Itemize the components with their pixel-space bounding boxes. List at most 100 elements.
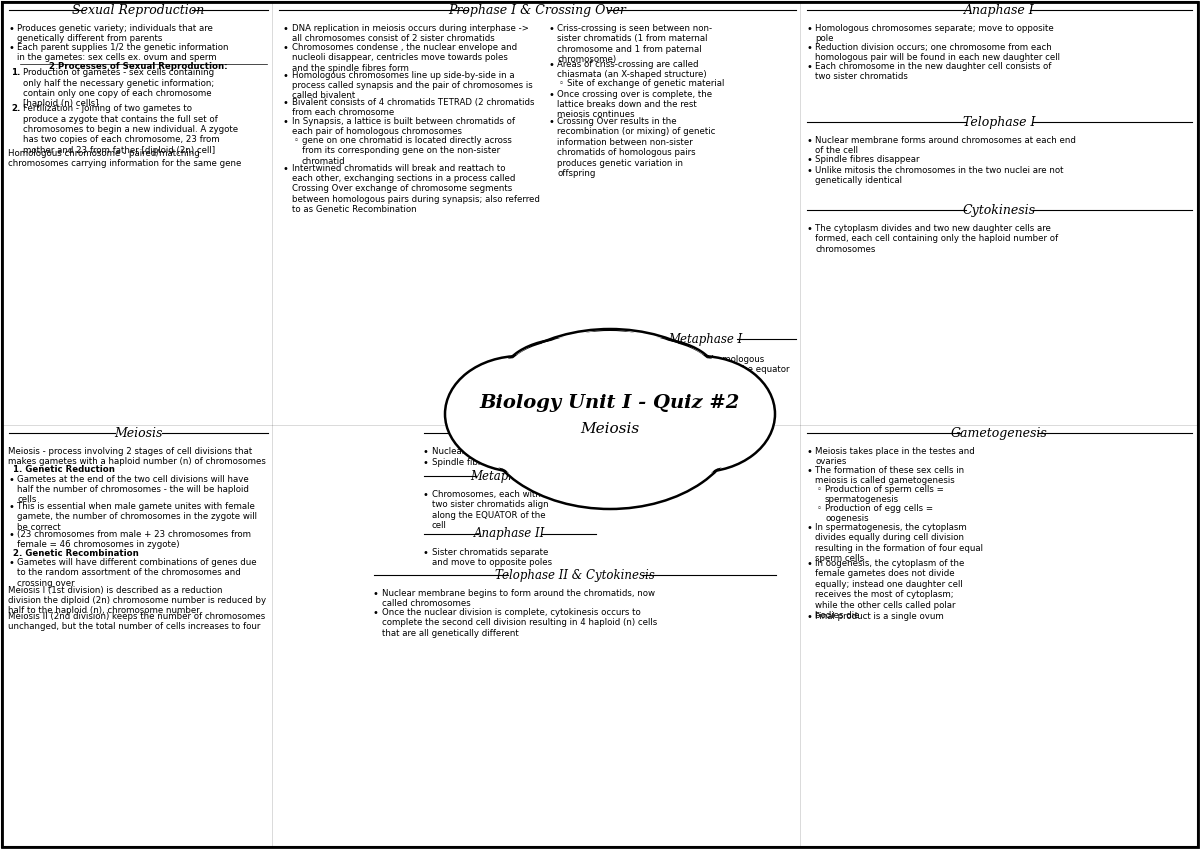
Text: •: • xyxy=(613,355,619,365)
Text: •: • xyxy=(548,24,554,34)
Text: Anaphase I: Anaphase I xyxy=(964,3,1034,16)
Text: Tetrads (made up of homologous
chromosomes) align along the equator
of the cell: Tetrads (made up of homologous chromosom… xyxy=(622,355,790,385)
Text: Reduction division occurs; one chromosome from each
homologous pair will be foun: Reduction division occurs; one chromosom… xyxy=(815,43,1060,62)
Text: •: • xyxy=(806,155,812,165)
Ellipse shape xyxy=(502,341,628,421)
Text: The cytoplasm divides and two new daughter cells are
formed, each cell containin: The cytoplasm divides and two new daught… xyxy=(815,224,1058,254)
Text: Prophase I & Crossing Over: Prophase I & Crossing Over xyxy=(449,3,626,16)
Text: Meiosis I (1st division) is described as a reduction
division the diploid (2n) c: Meiosis I (1st division) is described as… xyxy=(8,586,266,616)
Text: This is essential when male gamete unites with female
gamete, the number of chro: This is essential when male gamete unite… xyxy=(17,502,257,531)
Text: gene on one chromatid is located directly across
from its corresponding gene on : gene on one chromatid is located directl… xyxy=(302,136,512,166)
Text: •: • xyxy=(548,117,554,127)
Text: Produces genetic variety; individuals that are
genetically different from parent: Produces genetic variety; individuals th… xyxy=(17,24,212,43)
Text: Homologous chromosomes line up side-by-side in a
process called synapsis and the: Homologous chromosomes line up side-by-s… xyxy=(292,70,533,100)
Text: •: • xyxy=(806,24,812,34)
Text: Anaphase II: Anaphase II xyxy=(474,527,546,541)
Text: Spindle fibres disappear: Spindle fibres disappear xyxy=(815,155,919,164)
Text: Once crossing over is complete, the
lattice breaks down and the rest
meiosis con: Once crossing over is complete, the latt… xyxy=(557,89,712,120)
Text: 2. Genetic Recombination: 2. Genetic Recombination xyxy=(13,548,139,558)
Text: Nuclear membrane begins to form around the chromatids, now
called chromosomes: Nuclear membrane begins to form around t… xyxy=(382,589,655,609)
Text: Once the nuclear division is complete, cytokinesis occurs to
complete the second: Once the nuclear division is complete, c… xyxy=(382,608,658,638)
Text: Criss-crossing is seen between non-
sister chromatids (1 from maternal
chromosom: Criss-crossing is seen between non- sist… xyxy=(557,24,712,65)
Text: DNA replication in meiosis occurs during interphase ->
all chromosomes consist o: DNA replication in meiosis occurs during… xyxy=(292,24,529,43)
Text: •: • xyxy=(806,559,812,569)
Text: Meiosis: Meiosis xyxy=(581,422,640,436)
Ellipse shape xyxy=(592,341,718,421)
Text: Fertilization - joining of two gametes to
produce a zygote that contains the ful: Fertilization - joining of two gametes t… xyxy=(23,104,238,155)
Text: ◦: ◦ xyxy=(294,136,299,145)
Text: •: • xyxy=(424,458,428,468)
Text: •: • xyxy=(424,447,428,457)
Text: Chromosomes consist of
non-identical sister
chromatids: Chromosomes consist of non-identical sis… xyxy=(622,410,727,440)
Ellipse shape xyxy=(625,356,775,472)
Text: 1.: 1. xyxy=(11,68,20,77)
Text: Metaphase II: Metaphase II xyxy=(470,469,550,482)
Ellipse shape xyxy=(548,331,672,411)
Text: Telophase I: Telophase I xyxy=(964,115,1036,128)
Text: •: • xyxy=(373,589,379,599)
Text: •: • xyxy=(8,24,14,34)
Text: •: • xyxy=(806,447,812,457)
Text: •: • xyxy=(806,523,812,533)
Text: •: • xyxy=(8,43,14,53)
Text: Chromosomes, each with
two sister chromatids align
along the EQUATOR of the
cell: Chromosomes, each with two sister chroma… xyxy=(432,490,548,530)
Text: •: • xyxy=(548,89,554,99)
Text: Gametes will have different combinations of genes due
to the random assortment o: Gametes will have different combinations… xyxy=(17,558,257,588)
Text: •: • xyxy=(806,224,812,234)
Text: •: • xyxy=(806,136,812,146)
Text: In spermatogenesis, the cytoplasm
divides equally during cell division
resulting: In spermatogenesis, the cytoplasm divide… xyxy=(815,523,983,563)
Text: Each parent supplies 1/2 the genetic information
in the gametes: sex cells ex. o: Each parent supplies 1/2 the genetic inf… xyxy=(17,43,228,62)
Text: (23 chromosomes from male + 23 chromosomes from
female = 46 chromosomes in zygot: (23 chromosomes from male + 23 chromosom… xyxy=(17,530,251,549)
Ellipse shape xyxy=(590,339,720,423)
Text: Unlike mitosis the chromosomes in the two nuclei are not
genetically identical: Unlike mitosis the chromosomes in the tw… xyxy=(815,166,1063,185)
Text: Meiosis takes place in the testes and
ovaries: Meiosis takes place in the testes and ov… xyxy=(815,447,974,466)
Text: •: • xyxy=(8,558,14,568)
Ellipse shape xyxy=(550,333,670,409)
Text: Prophase II: Prophase II xyxy=(475,426,545,440)
Text: •: • xyxy=(548,60,554,70)
Text: The formation of these sex cells in
meiosis is called gametogenesis: The formation of these sex cells in meio… xyxy=(815,466,964,486)
Text: •: • xyxy=(373,608,379,618)
Text: •: • xyxy=(283,164,289,173)
Ellipse shape xyxy=(628,358,773,470)
Text: Biology Unit I - Quiz #2: Biology Unit I - Quiz #2 xyxy=(480,394,740,412)
Text: ◦: ◦ xyxy=(817,485,822,494)
Text: •: • xyxy=(424,548,428,558)
Text: Spindle fibres begin to form: Spindle fibres begin to form xyxy=(432,458,552,466)
Text: Meiosis II begins
immediately (no DNA
duplication occurs): Meiosis II begins immediately (no DNA du… xyxy=(622,383,714,413)
Text: 1. Genetic Reduction: 1. Genetic Reduction xyxy=(13,465,115,474)
Text: •: • xyxy=(8,475,14,485)
Text: Final product is a single ovum: Final product is a single ovum xyxy=(815,612,943,621)
Text: Nuclear membrane forms around chromosomes at each end
of the cell: Nuclear membrane forms around chromosome… xyxy=(815,136,1076,155)
Text: Areas of criss-crossing are called
chiasmata (an X-shaped structure): Areas of criss-crossing are called chias… xyxy=(557,60,707,80)
Text: •: • xyxy=(424,490,428,500)
Text: Telophase II & Cytokinesis: Telophase II & Cytokinesis xyxy=(496,569,655,582)
Ellipse shape xyxy=(446,358,593,470)
Ellipse shape xyxy=(482,331,738,507)
Text: Bivalent consists of 4 chromatids TETRAD (2 chromatids
from each chromosome: Bivalent consists of 4 chromatids TETRAD… xyxy=(292,98,534,117)
Text: Metaphase I: Metaphase I xyxy=(668,333,742,346)
Text: Production of sperm cells =
spermatogenesis: Production of sperm cells = spermatogene… xyxy=(826,485,944,504)
Text: •: • xyxy=(8,530,14,539)
Text: ◦: ◦ xyxy=(817,504,822,513)
Text: Sister chromatids separate
and move to opposite poles: Sister chromatids separate and move to o… xyxy=(432,548,552,567)
Text: Homologous chromosome - paired/matching
chromosomes carrying information for the: Homologous chromosome - paired/matching … xyxy=(8,149,241,168)
Text: •: • xyxy=(283,117,289,127)
Text: •: • xyxy=(806,62,812,72)
Text: Each chromosome in the new daughter cell consists of
two sister chromatids: Each chromosome in the new daughter cell… xyxy=(815,62,1051,82)
Text: Cytokinesis: Cytokinesis xyxy=(964,204,1036,216)
Text: Chromosomes condense , the nuclear envelope and
nucleoli disappear, centricles m: Chromosomes condense , the nuclear envel… xyxy=(292,43,517,73)
Text: Meiosis - process involving 2 stages of cell divisions that
makes gametes with a: Meiosis - process involving 2 stages of … xyxy=(8,447,266,466)
Text: Gametes at the end of the two cell divisions will have
half the number of chromo: Gametes at the end of the two cell divis… xyxy=(17,475,248,504)
Text: •: • xyxy=(806,166,812,176)
Text: •: • xyxy=(283,98,289,108)
Ellipse shape xyxy=(480,329,740,509)
Text: Crossing Over results in the
recombination (or mixing) of genetic
information be: Crossing Over results in the recombinati… xyxy=(557,117,715,178)
Text: •: • xyxy=(613,410,619,420)
Text: •: • xyxy=(806,466,812,476)
Text: •: • xyxy=(283,70,289,81)
Text: Gametogenesis: Gametogenesis xyxy=(952,426,1048,440)
Text: In Synapsis, a lattice is built between chromatids of
each pair of homologous ch: In Synapsis, a lattice is built between … xyxy=(292,117,515,137)
Text: •: • xyxy=(613,383,619,392)
Text: Sexual Reproduction: Sexual Reproduction xyxy=(72,3,205,16)
